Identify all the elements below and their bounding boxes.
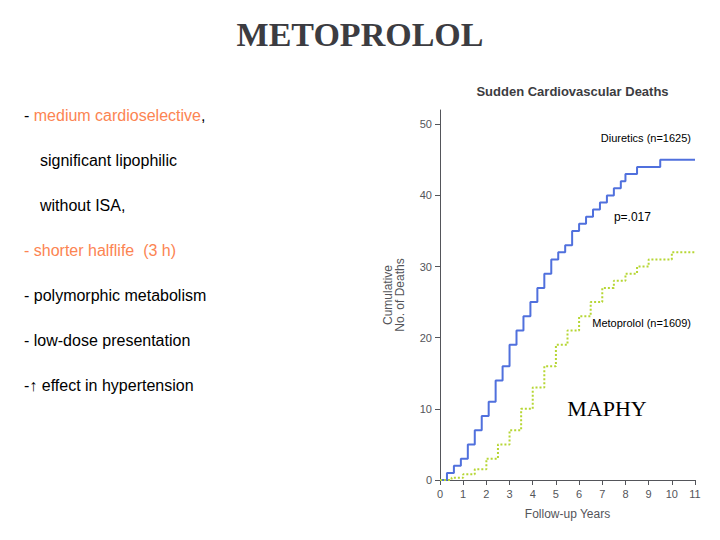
svg-text:No. of Deaths: No. of Deaths (393, 258, 407, 331)
svg-text:,: , (201, 107, 205, 124)
svg-text:7: 7 (599, 488, 605, 500)
svg-text:MAPHY: MAPHY (567, 396, 647, 421)
svg-text:11: 11 (689, 488, 700, 500)
svg-text:Metoprolol (n=1609): Metoprolol (n=1609) (592, 317, 691, 329)
svg-text:1: 1 (460, 488, 466, 500)
svg-text:- low-dose presentation: - low-dose presentation (24, 332, 190, 349)
svg-text:Cumulative: Cumulative (381, 265, 395, 325)
svg-text:Follow-up Years: Follow-up Years (525, 507, 610, 521)
svg-text:2: 2 (483, 488, 489, 500)
svg-text:10: 10 (666, 488, 678, 500)
svg-text:0: 0 (437, 488, 443, 500)
svg-text:4: 4 (530, 488, 536, 500)
svg-text:- shorter halflife (3 h): - shorter halflife (3 h) (24, 242, 176, 259)
svg-text:8: 8 (622, 488, 628, 500)
svg-text:30: 30 (420, 261, 432, 273)
svg-text:Sudden Cardiovascular Deaths: Sudden Cardiovascular Deaths (476, 84, 668, 99)
svg-text:without ISA,: without ISA, (39, 197, 125, 214)
svg-text:3: 3 (506, 488, 512, 500)
svg-text:10: 10 (420, 403, 432, 415)
svg-text:5: 5 (553, 488, 559, 500)
svg-text:Diuretics (n=1625): Diuretics (n=1625) (601, 132, 691, 144)
svg-text:- polymorphic metabolism: - polymorphic metabolism (24, 287, 206, 304)
svg-text:50: 50 (420, 118, 432, 130)
svg-text:-↑ effect in hypertension: -↑ effect in hypertension (24, 377, 194, 394)
svg-text:-: - (24, 107, 34, 124)
svg-text:40: 40 (420, 189, 432, 201)
svg-text:6: 6 (576, 488, 582, 500)
svg-text:9: 9 (646, 488, 652, 500)
svg-text:significant lipophilic: significant lipophilic (40, 152, 177, 169)
svg-text:20: 20 (420, 332, 432, 344)
svg-text:medium cardioselective: medium cardioselective (34, 107, 201, 124)
svg-text:0: 0 (426, 474, 432, 486)
svg-text:p=.017: p=.017 (614, 210, 651, 224)
svg-text:METOPROLOL: METOPROLOL (237, 16, 484, 53)
